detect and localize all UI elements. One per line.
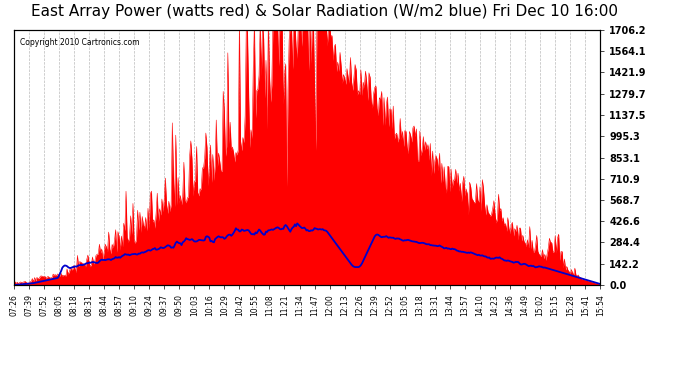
Text: East Array Power (watts red) & Solar Radiation (W/m2 blue) Fri Dec 10 16:00: East Array Power (watts red) & Solar Rad… <box>31 4 618 19</box>
Text: Copyright 2010 Cartronics.com: Copyright 2010 Cartronics.com <box>19 38 139 46</box>
